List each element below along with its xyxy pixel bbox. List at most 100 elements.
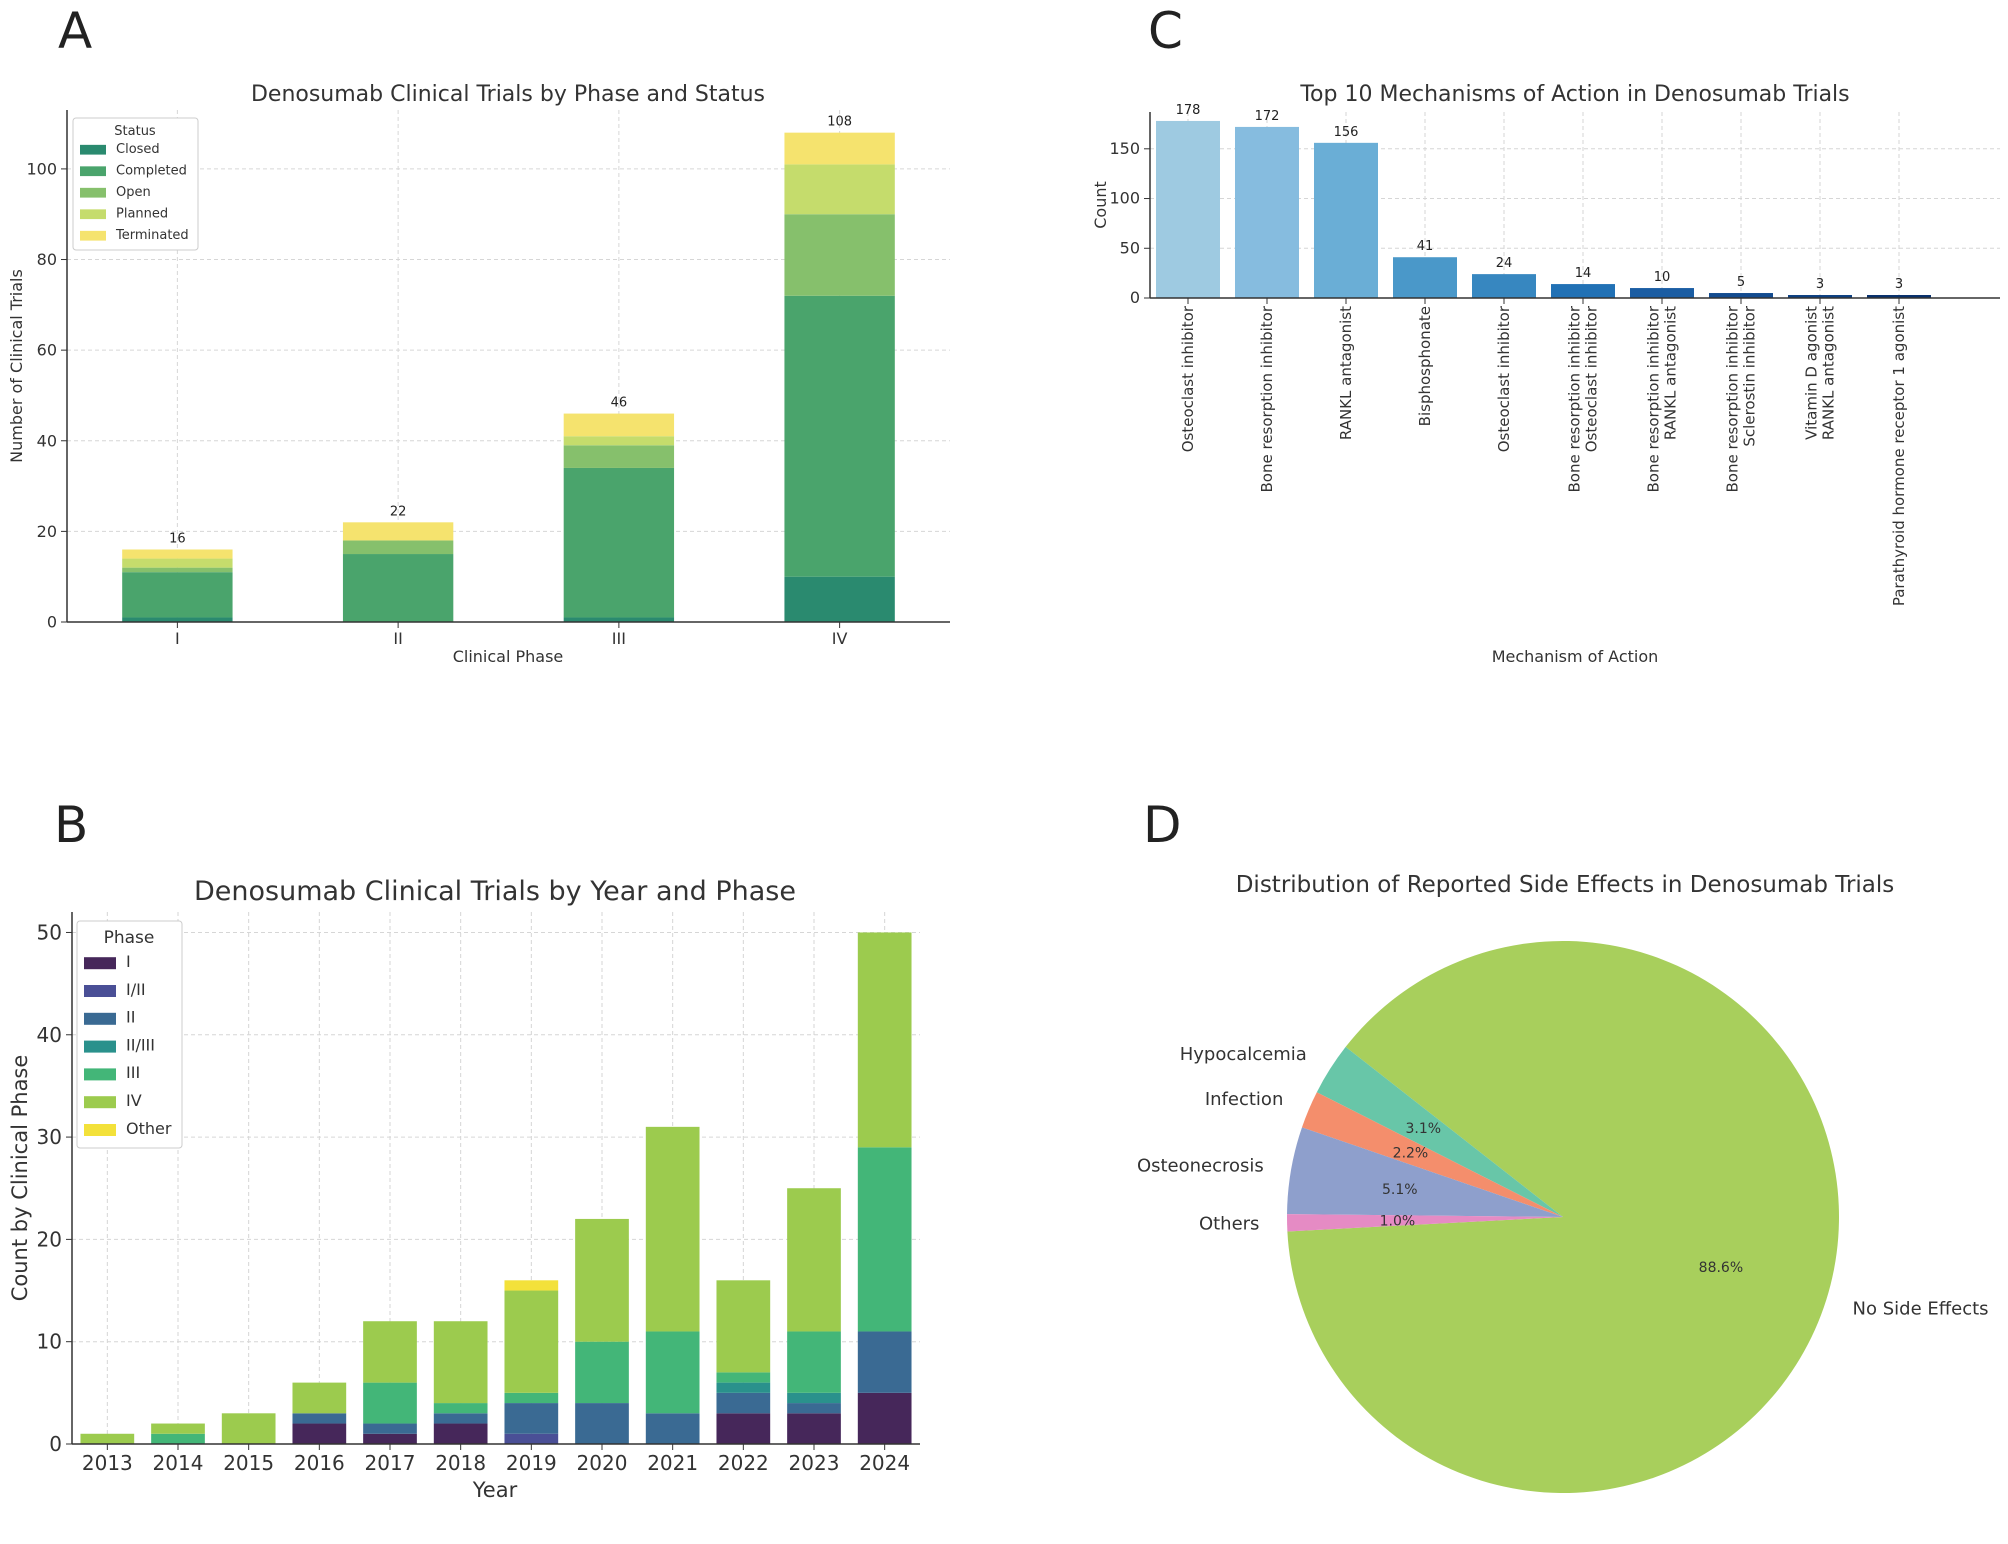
bar-value-label: 10	[1654, 270, 1671, 285]
x-tick-label: 2022	[718, 1451, 769, 1475]
x-tick-label: Sclerostin inhibitor	[1741, 305, 1759, 446]
x-tick-label: 2013	[82, 1451, 133, 1475]
bar-value-label: 172	[1255, 109, 1280, 124]
bar-segment-iii	[363, 1382, 417, 1424]
bar-segment-ii	[857, 1331, 912, 1393]
bar	[1551, 284, 1615, 298]
bar-segment-i	[433, 1423, 488, 1444]
bar-segment-i	[363, 1433, 417, 1444]
bar-segment-i	[716, 1413, 771, 1444]
bar-segment-completed	[122, 572, 233, 618]
bar-segment-iii	[504, 1392, 559, 1404]
x-tick-label: Osteoclast inhibitor	[1583, 305, 1601, 452]
chart-b-legend-title: Phase	[104, 928, 155, 948]
bar-segment-completed	[784, 295, 895, 577]
bar	[1472, 274, 1536, 298]
bar-segment-planned	[784, 164, 895, 215]
x-tick-label: 2021	[647, 1451, 698, 1475]
bar-segment-iv	[716, 1280, 771, 1373]
legend-label: II/III	[126, 1035, 155, 1054]
bar-segment-planned	[563, 436, 675, 446]
y-tick-label: 40	[37, 431, 57, 450]
bar-value-label: 24	[1496, 256, 1513, 271]
chart-b-title: Denosumab Clinical Trials by Year and Ph…	[194, 876, 796, 907]
x-tick-label: 2015	[223, 1451, 274, 1475]
x-tick-label: 2023	[789, 1451, 840, 1475]
x-tick-label: I	[175, 629, 180, 648]
x-tick-label: Osteoclast inhibitor	[1179, 305, 1197, 452]
chart-c-title: Top 10 Mechanisms of Action in Denosumab…	[1299, 82, 1849, 107]
legend-swatch-open	[80, 187, 106, 198]
panel-b-bar-by-year-phase: B Denosumab Clinical Trials by Year and …	[8, 796, 920, 1502]
legend-swatch-i-ii	[84, 985, 116, 997]
legend-swatch-other	[84, 1124, 116, 1136]
pie-pct-label: 2.2%	[1393, 1146, 1429, 1162]
chart-a-y-ticks: 0 20 40 60 80 100	[26, 160, 67, 632]
bar-segment-open	[122, 567, 233, 573]
legend-label: I/II	[126, 980, 146, 999]
y-tick-label: 50	[1120, 238, 1140, 257]
chart-a-bars	[122, 132, 895, 622]
bar-segment-open	[563, 445, 675, 468]
bar-segment-iv	[645, 1126, 700, 1332]
legend-label: III	[126, 1063, 140, 1082]
legend-swatch-iii	[84, 1068, 116, 1081]
bar	[1709, 293, 1773, 298]
legend-swatch-closed	[80, 144, 106, 155]
bar-segment-iv	[504, 1290, 559, 1393]
chart-b-y-label: Count by Clinical Phase	[8, 1055, 32, 1302]
x-tick-label: RANKL antagonist	[1337, 306, 1355, 440]
chart-a-legend-items: Closed Completed Open Planned Terminated	[80, 142, 189, 243]
legend-swatch-i	[84, 957, 116, 970]
y-tick-label: 0	[47, 613, 57, 632]
x-tick-label: Bone resorption inhibitor	[1258, 305, 1276, 492]
legend-label: IV	[126, 1091, 142, 1110]
chart-c-x-ticks: Osteoclast inhibitor Bone resorption inhi…	[1179, 298, 1908, 606]
bar-segment-closed	[784, 576, 895, 622]
y-tick-label: 0	[1130, 288, 1140, 307]
legend-label: Open	[116, 185, 151, 200]
pie-category-label: Osteonecrosis	[1137, 1155, 1264, 1176]
chart-b-bars	[80, 932, 912, 1444]
chart-b-y-ticks: 0 10 20 30 40 50	[37, 920, 72, 1456]
y-tick-label: 20	[37, 1227, 62, 1251]
bar-segment-iii	[645, 1331, 700, 1414]
pie-slice-others	[1287, 1214, 1563, 1232]
bar-value-label: 5	[1737, 275, 1745, 290]
bar-segment-iii	[857, 1147, 912, 1332]
x-tick-label: 2019	[506, 1451, 557, 1475]
legend-swatch-terminated	[80, 230, 106, 241]
bar-segment-iii	[787, 1331, 841, 1393]
pie-slice-osteonecrosis	[1287, 1127, 1563, 1217]
pie-category-label: Infection	[1205, 1089, 1284, 1110]
bar-segment-terminated	[342, 522, 454, 541]
legend-label: Terminated	[115, 228, 189, 243]
bar-segment-iv	[433, 1321, 488, 1404]
bar-segment-i	[292, 1423, 347, 1444]
x-tick-label: IV	[832, 629, 848, 648]
bar-segment-closed	[563, 617, 675, 622]
y-tick-label: 30	[37, 1125, 62, 1149]
panel-letter-b: B	[54, 796, 88, 854]
x-tick-label: 2024	[859, 1451, 910, 1475]
x-tick-label: Vitamin D agonist	[1803, 306, 1821, 440]
chart-a-x-label: Clinical Phase	[453, 647, 564, 666]
chart-a-x-ticks: I II III IV	[175, 622, 848, 648]
pie-slice-infection	[1301, 1092, 1563, 1217]
bar	[1156, 120, 1220, 298]
pie-pct-label: 1.0%	[1380, 1213, 1416, 1229]
bar-segment-ii	[645, 1413, 700, 1444]
x-tick-label: III	[612, 629, 626, 648]
x-tick-label: Bone resorption inhibitor	[1724, 305, 1742, 492]
legend-label: Planned	[116, 207, 168, 222]
chart-b-x-label: Year	[472, 1478, 518, 1502]
pie-pct-label: 3.1%	[1405, 1121, 1441, 1137]
y-tick-label: 40	[37, 1023, 62, 1047]
legend-label: I	[126, 952, 131, 971]
bar-segment-ii	[575, 1403, 629, 1444]
x-tick-label: Parathyroid hormone receptor 1 agonist	[1890, 306, 1908, 606]
chart-a-legend: Status Closed Completed Open Planned Termina…	[72, 117, 199, 251]
bar-total-label: 22	[390, 504, 407, 519]
